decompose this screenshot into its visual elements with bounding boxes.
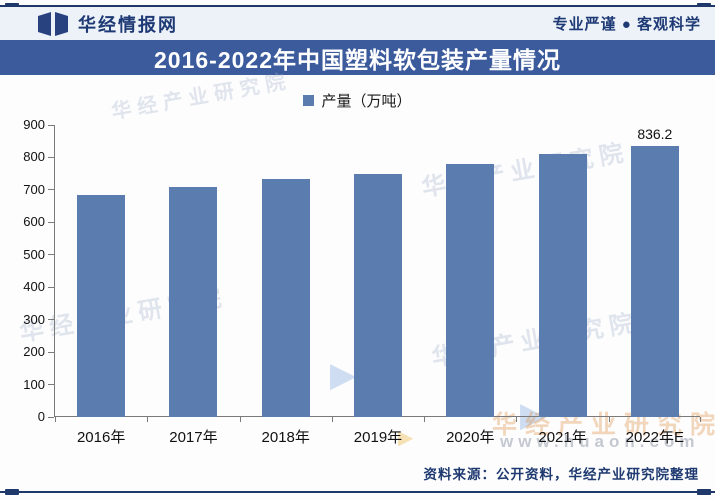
x-axis-category-label: 2016年 (76, 429, 126, 446)
legend-label: 产量（万吨） (321, 93, 412, 110)
brand-name: 华经情报网 (78, 14, 178, 35)
x-axis-category-label: 2022年E (625, 429, 685, 446)
header-bar: 华经情报网 专业严谨 ● 客观科学 (0, 7, 715, 40)
y-axis-label: 900 (23, 117, 45, 132)
y-axis-label: 600 (23, 214, 45, 230)
top-divider-left-cap (5, 3, 19, 9)
bar-2020年 (446, 163, 495, 417)
y-axis-tick (48, 189, 54, 191)
x-axis-category-label: 2021年 (538, 429, 587, 446)
y-axis-label: 400 (23, 279, 45, 295)
y-axis-tick (48, 384, 54, 386)
x-axis-category-label: 2017年 (169, 429, 218, 446)
x-axis-category-label: 2018年 (261, 429, 310, 446)
y-axis-tick (48, 286, 54, 288)
x-axis-tick (516, 417, 517, 422)
y-axis-tick (48, 351, 54, 353)
y-axis-label: 200 (23, 344, 45, 360)
x-axis-tick (609, 417, 610, 422)
bar-2018年 (261, 178, 310, 417)
plot-area: 0 100 200 300 400 500 600 700 800 900 2016年 2017年 20… (23, 117, 701, 446)
y-axis-label: 800 (23, 149, 45, 165)
y-axis-label: 0 (37, 409, 45, 424)
top-divider-line (0, 5, 715, 7)
brand: 华经情报网 (36, 11, 178, 37)
bar-2019年 (354, 173, 402, 417)
bottom-divider-right-cap (697, 489, 711, 495)
y-axis-tick (48, 221, 54, 223)
legend: 产量（万吨） (0, 90, 715, 111)
y-axis-tick (48, 156, 54, 158)
bar-2017年 (169, 186, 218, 417)
y-axis-label: 100 (23, 376, 45, 392)
y-axis-tick (48, 416, 54, 418)
x-axis-tick (424, 417, 425, 422)
bar-2022年E (630, 145, 679, 417)
y-axis-tick (48, 124, 54, 126)
bar-value-label: 836.2 (637, 125, 673, 142)
bar-2016年 (77, 194, 126, 417)
x-axis-tick (240, 417, 241, 422)
y-axis-label: 700 (23, 181, 45, 197)
x-axis-category-label: 2019年 (353, 429, 403, 446)
bottom-divider-left-cap (5, 489, 19, 495)
data-source-note: 资料来源：公开资料，华经产业研究院整理 (423, 467, 699, 482)
x-axis-tick (147, 417, 148, 422)
top-divider-right-cap (697, 3, 711, 9)
x-axis-tick (332, 417, 333, 422)
y-axis-tick (48, 254, 54, 256)
legend-swatch (303, 95, 315, 106)
header-slogan: 专业严谨 ● 客观科学 (552, 16, 701, 33)
chart-title: 2016-2022年中国塑料软包装产量情况 (154, 46, 561, 73)
y-axis-tick (48, 319, 54, 321)
x-axis-tick (55, 417, 56, 422)
x-axis-category-label: 2020年 (446, 429, 495, 446)
bar-2021年 (538, 154, 587, 417)
y-axis-label: 300 (23, 311, 45, 327)
bottom-divider-line (0, 491, 715, 493)
x-axis-tick (700, 417, 701, 422)
title-banner: 2016-2022年中国塑料软包装产量情况 (0, 40, 715, 75)
y-axis-label: 500 (23, 246, 45, 262)
huajing-logo-icon (38, 11, 68, 36)
